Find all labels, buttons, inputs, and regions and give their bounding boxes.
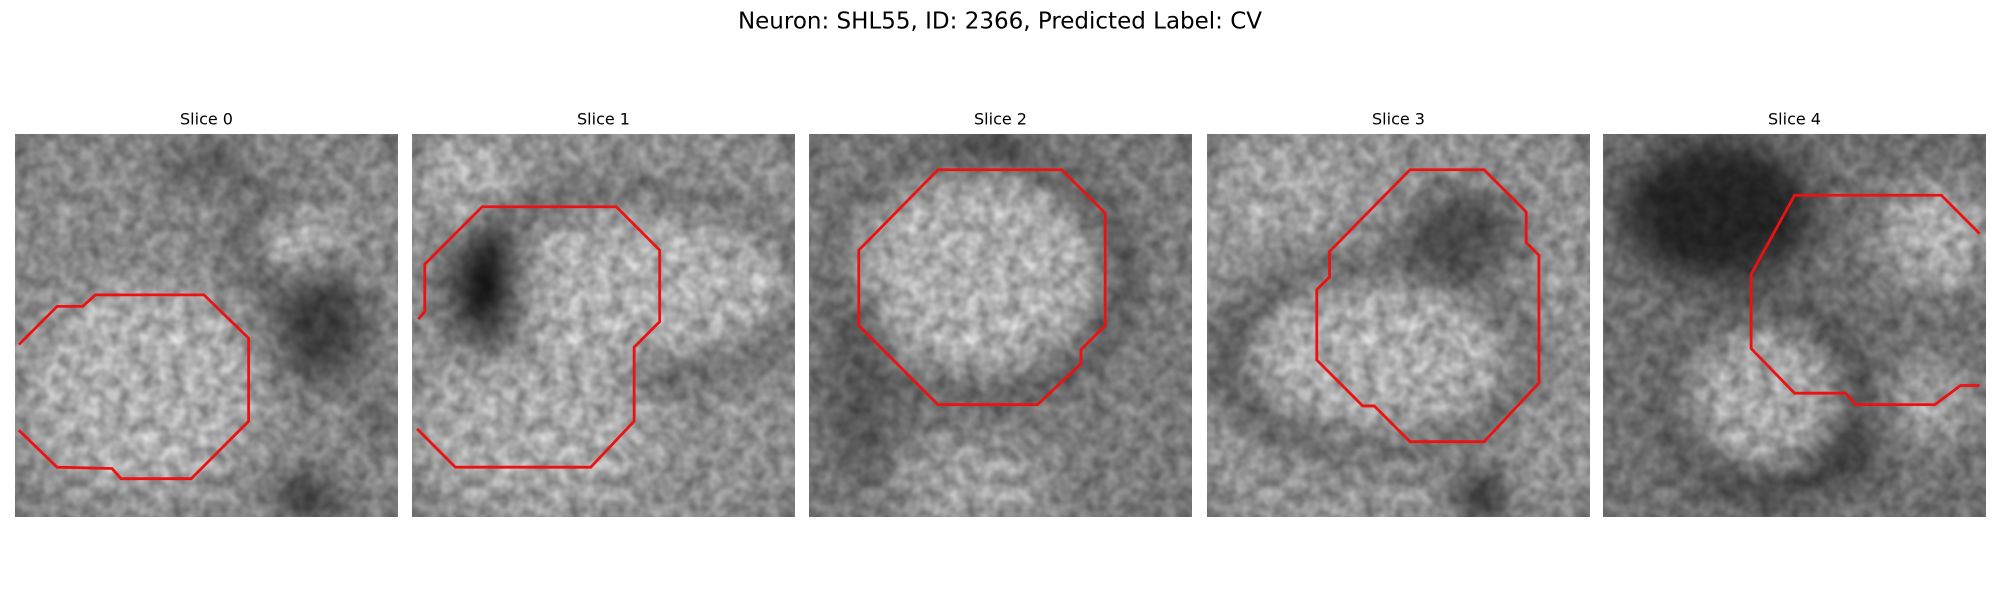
image-content bbox=[809, 134, 1192, 517]
contour bbox=[857, 168, 1107, 407]
slice-image bbox=[809, 134, 1192, 517]
slice-label: Slice 2 bbox=[974, 110, 1027, 129]
contour bbox=[1749, 193, 1981, 407]
image-content bbox=[412, 134, 795, 517]
slice-image bbox=[1207, 134, 1590, 517]
figure-title: Neuron: SHL55, ID: 2366, Predicted Label… bbox=[738, 9, 1262, 35]
image-noise bbox=[809, 134, 1192, 517]
slice-label: Slice 1 bbox=[577, 110, 630, 129]
slice-image bbox=[15, 134, 398, 517]
slice-label: Slice 3 bbox=[1372, 110, 1425, 129]
slice-image bbox=[412, 134, 795, 517]
contour bbox=[1315, 168, 1541, 444]
image-noise bbox=[15, 134, 398, 517]
slice-image bbox=[1603, 134, 1986, 517]
contour bbox=[17, 293, 251, 481]
image-noise bbox=[412, 134, 795, 517]
contour bbox=[416, 205, 662, 469]
image-content bbox=[15, 134, 398, 517]
slice-label: Slice 0 bbox=[180, 110, 233, 129]
image-content bbox=[1207, 134, 1590, 517]
slice-label: Slice 4 bbox=[1768, 110, 1821, 129]
image-noise bbox=[1603, 134, 1986, 517]
image-noise bbox=[1207, 134, 1590, 517]
image-content bbox=[1603, 134, 1986, 517]
